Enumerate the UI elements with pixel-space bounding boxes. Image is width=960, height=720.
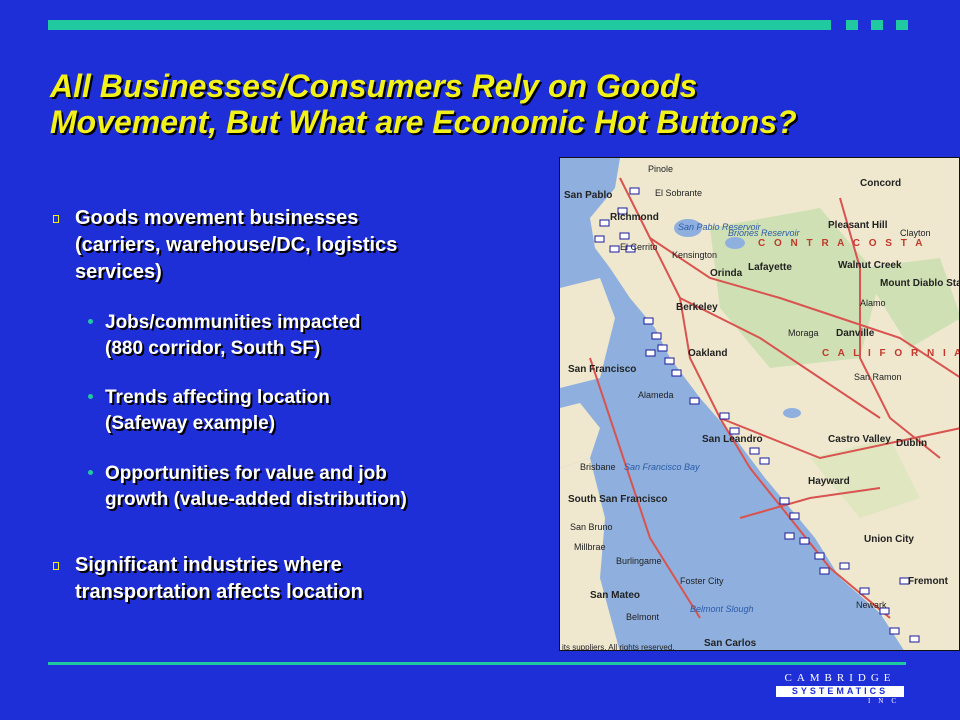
map-label-san-bruno: San Bruno	[570, 522, 613, 532]
map-label-sf-bay: San Francisco Bay	[624, 462, 700, 472]
sub-bullet-jobs: Jobs/communities impacted (880 corridor,…	[88, 310, 361, 362]
map-label-dublin: Dublin	[896, 438, 927, 449]
logo-bottom-text: INC	[867, 697, 904, 705]
sub-bullet-dot-icon	[88, 319, 93, 324]
bullet-line: Jobs/communities impacted	[105, 312, 361, 333]
map-credits: its suppliers. All rights reserved.	[562, 643, 675, 651]
bullet-marker-icon	[53, 562, 59, 570]
map-label-san-francisco: San Francisco	[568, 364, 636, 375]
map-label-alameda: Alameda	[638, 390, 674, 400]
map-label-richmond: Richmond	[610, 212, 659, 223]
bullet-line: growth (value-added distribution)	[105, 489, 407, 510]
map-label-belmont: Belmont	[626, 612, 660, 622]
map-label-hayward: Hayward	[808, 476, 850, 487]
bullet-line: Goods movement businesses	[75, 207, 359, 229]
map-label-berkeley: Berkeley	[676, 302, 718, 313]
map-label-san-mateo: San Mateo	[590, 590, 640, 601]
bullet-marker-icon	[53, 215, 59, 223]
map-label-san-carlos: San Carlos	[704, 638, 757, 649]
company-logo: CAMBRIDGE SYSTEMATICS INC	[776, 672, 904, 706]
map-label-alamo: Alamo	[860, 298, 886, 308]
map-label-san-pablo: San Pablo	[564, 190, 612, 201]
map-label-foster-city: Foster City	[680, 576, 724, 586]
bullet-line: (carriers, warehouse/DC, logistics	[75, 234, 398, 256]
bullet-line: (880 corridor, South SF)	[105, 338, 321, 359]
map-label-california: C A L I F O R N I A	[822, 348, 960, 359]
sub-bullet-opportunities: Opportunities for value and job growth (…	[88, 461, 407, 513]
map-label-briones-reservoir: Briones Reservoir	[728, 228, 801, 238]
map-label-concord: Concord	[860, 178, 901, 189]
sub-bullet-dot-icon	[88, 470, 93, 475]
map-label-belmont-slough: Belmont Slough	[690, 604, 754, 614]
map-label-millbrae: Millbrae	[574, 542, 606, 552]
bay-area-map: Pinole El Sobrante San Pablo Richmond El…	[559, 157, 960, 651]
sub-bullet-trends: Trends affecting location (Safeway examp…	[88, 385, 330, 437]
map-label-union-city: Union City	[864, 534, 914, 545]
bullet-significant-industries: Significant industries where transportat…	[53, 552, 363, 606]
sub-bullet-dot-icon	[88, 394, 93, 399]
map-label-lafayette: Lafayette	[748, 262, 792, 273]
map-label-el-sobrante: El Sobrante	[655, 188, 702, 198]
accent-square-1	[846, 20, 858, 30]
title-line-1: All Businesses/Consumers Rely on Goods	[50, 68, 698, 104]
map-label-san-pablo-reservoir: San Pablo Reservoir	[678, 222, 762, 232]
bullet-line: Trends affecting location	[105, 387, 330, 408]
map-label-south-san-francisco: South San Francisco	[568, 494, 667, 505]
map-label-newark: Newark	[856, 600, 887, 610]
map-label-castro-valley: Castro Valley	[828, 434, 891, 445]
map-label-san-ramon: San Ramon	[854, 372, 902, 382]
map-label-kensington: Kensington	[672, 250, 717, 260]
bullet-line: transportation affects location	[75, 581, 363, 603]
accent-square-3	[896, 20, 908, 30]
map-label-mount-diablo: Mount Diablo State Park	[880, 278, 960, 289]
bottom-divider	[48, 662, 906, 665]
bullet-line: Significant industries where	[75, 554, 342, 576]
bullet-goods-movement: Goods movement businesses (carriers, war…	[53, 205, 398, 286]
map-label-pleasant-hill: Pleasant Hill	[828, 220, 888, 231]
bullet-line: services)	[75, 261, 162, 283]
slide-title: All Businesses/Consumers Rely on Goods M…	[50, 68, 950, 140]
map-label-brisbane: Brisbane	[580, 462, 616, 472]
bullet-line: (Safeway example)	[105, 413, 276, 434]
map-graphic: Pinole El Sobrante San Pablo Richmond El…	[560, 158, 960, 651]
logo-top-text: CAMBRIDGE	[784, 672, 896, 684]
map-label-oakland: Oakland	[688, 348, 727, 359]
map-label-walnut-creek: Walnut Creek	[838, 260, 902, 271]
map-label-moraga: Moraga	[788, 328, 819, 338]
map-label-orinda: Orinda	[710, 268, 743, 279]
logo-middle-text: SYSTEMATICS	[776, 686, 904, 697]
map-label-pinole: Pinole	[648, 164, 673, 174]
top-accent-bar	[48, 20, 831, 30]
map-label-el-cerrito: El Cerrito	[620, 242, 658, 252]
map-label-fremont: Fremont	[908, 576, 949, 587]
accent-square-2	[871, 20, 883, 30]
title-line-2: Movement, But What are Economic Hot Butt…	[50, 104, 797, 140]
map-label-danville: Danville	[836, 328, 875, 339]
map-label-clayton: Clayton	[900, 228, 931, 238]
map-label-burlingame: Burlingame	[616, 556, 662, 566]
bullet-line: Opportunities for value and job	[105, 463, 387, 484]
map-label-san-leandro: San Leandro	[702, 434, 763, 445]
map-label-contra-costa: C O N T R A C O S T A	[758, 238, 925, 249]
